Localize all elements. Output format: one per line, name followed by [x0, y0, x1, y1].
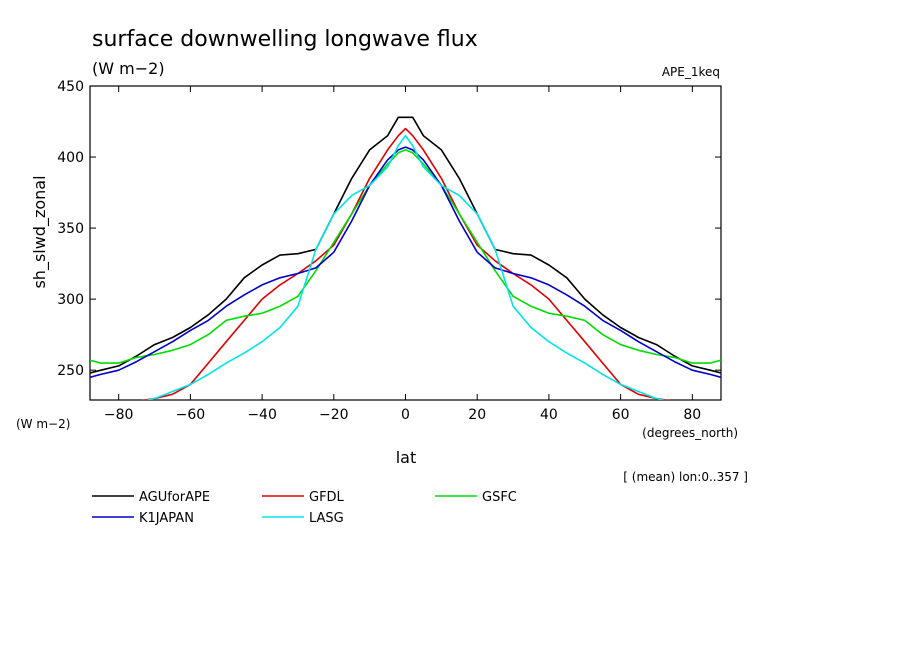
y-tick-label: 450 — [57, 79, 84, 95]
y-axis-units: (W m−2) — [16, 417, 70, 431]
series-line-aguforape — [90, 116, 721, 374]
experiment-label: APE_1keq — [662, 65, 720, 79]
averaging-note: [ (mean) lon:0..357 ] — [623, 470, 748, 484]
x-tick-label: 0 — [401, 407, 410, 423]
series-line-k1japan — [90, 146, 721, 379]
chart-units: (W m−2) — [92, 59, 165, 78]
y-tick-label: 250 — [57, 363, 84, 379]
y-axis-label: sh_slwd_zonal — [30, 175, 50, 288]
series-line-gfdl — [140, 127, 671, 400]
legend-label-gsfc: GSFC — [482, 490, 517, 505]
y-tick-label: 400 — [57, 150, 84, 166]
legend-label-lasg: LASG — [309, 511, 344, 526]
x-tick-label: 20 — [468, 407, 486, 423]
x-axis-label: lat — [396, 448, 417, 467]
x-axis-units: (degrees_north) — [642, 426, 738, 440]
x-tick-label: −60 — [176, 407, 206, 423]
y-tick-label: 300 — [57, 292, 84, 308]
x-tick-label: −40 — [247, 407, 277, 423]
x-tick-label: 60 — [612, 407, 630, 423]
series-line-gsfc — [90, 149, 721, 364]
x-tick-label: −80 — [104, 407, 134, 423]
legend-label-aguforape: AGUforAPE — [139, 490, 210, 505]
series-line-lasg — [145, 134, 666, 400]
chart-title: surface downwelling longwave flux — [92, 27, 478, 52]
x-tick-label: −20 — [319, 407, 349, 423]
legend-label-gfdl: GFDL — [309, 490, 345, 505]
x-tick-label: 40 — [540, 407, 558, 423]
x-tick-label: 80 — [683, 407, 701, 423]
plot-frame — [89, 85, 722, 401]
y-tick-label: 350 — [57, 221, 84, 237]
legend-label-k1japan: K1JAPAN — [139, 511, 194, 526]
